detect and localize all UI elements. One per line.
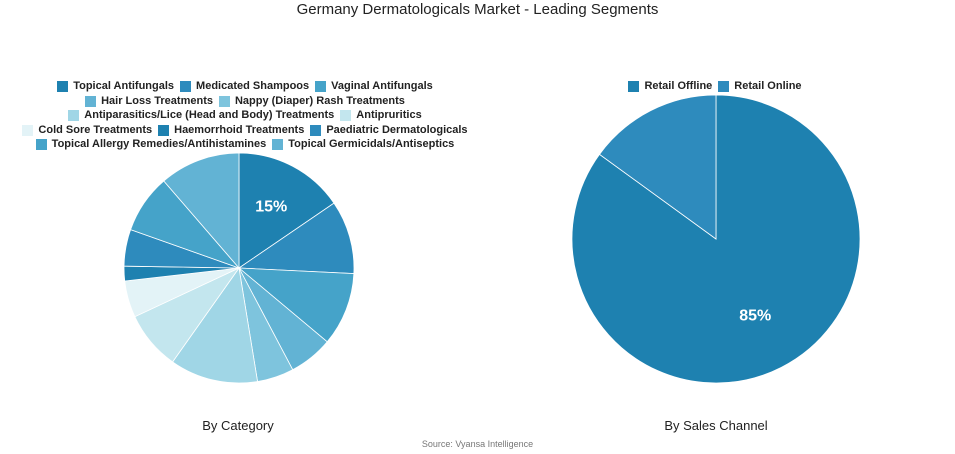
legend-label: Haemorrhoid Treatments	[174, 123, 305, 136]
legend-label: Retail Online	[734, 80, 802, 92]
legend-label: Antiparasitics/Lice (Head and Body) Trea…	[84, 109, 335, 121]
data-label-topical-antifungals: 15%	[255, 198, 287, 215]
legend-swatch	[315, 81, 327, 93]
pie-slice-vaginal-antifungals	[237, 267, 355, 343]
legend-label: Cold Sore Treatments	[38, 123, 153, 136]
legend-swatch	[340, 110, 352, 122]
legend-swatch	[310, 124, 322, 136]
legend-item-haemorrhoid-treatments: Haemorrhoid Treatments	[158, 124, 304, 138]
category-pie: 15%	[123, 152, 355, 384]
legend-item-hair-loss-treatments: Hair Loss Treatments	[85, 95, 213, 109]
pie-slice-antiparasitics-lice-head-and-body-treatments	[172, 266, 258, 384]
legend-label: Hair Loss Treatments	[101, 94, 213, 107]
legend-item-medicated-shampoos: Medicated Shampoos	[180, 80, 309, 94]
legend-swatch	[272, 139, 284, 151]
pie-slice-topical-germicidals-antiseptics	[163, 152, 240, 270]
legend-item-retail-offline: Retail Offline	[628, 80, 712, 94]
legend-swatch	[57, 81, 69, 93]
pie-slice-medicated-shampoos	[237, 202, 355, 274]
legend-item-topical-germicidals-antiseptics: Topical Germicidals/Antiseptics	[272, 138, 454, 152]
legend-item-retail-online: Retail Online	[718, 80, 802, 94]
legend-item-nappy-diaper-rash-treatments: Nappy (Diaper) Rash Treatments	[218, 94, 405, 109]
legend-item-topical-antifungals: Topical Antifungals	[57, 80, 174, 94]
pie-slice-topical-antifungals	[238, 152, 335, 269]
source-note: Source: Vyansa Intelligence	[421, 439, 534, 449]
legend-swatch	[158, 124, 170, 136]
legend-item-paediatric-dermatologicals: Paediatric Dermatologicals	[310, 123, 468, 138]
legend-label: Topical Antifungals	[73, 80, 175, 92]
legend-label: Medicated Shampoos	[196, 80, 310, 92]
legend-swatch	[68, 110, 80, 122]
legend-item-topical-allergy-remedies-antihistamines: Topical Allergy Remedies/Antihistamines	[35, 138, 267, 152]
legend-swatch	[218, 95, 230, 107]
legend-swatch	[35, 139, 47, 151]
legend-item-vaginal-antifungals: Vaginal Antifungals	[315, 80, 433, 94]
sales-channel-pie-subtitle: By Sales Channel	[664, 418, 768, 433]
legend-label: Topical Germicidals/Antiseptics	[288, 138, 455, 150]
category-pie-subtitle: By Category	[202, 418, 274, 433]
category-legend: Topical Antifungals Medicated Shampoos Vag…	[10, 80, 480, 152]
legend-label: Topical Allergy Remedies/Antihistamines	[51, 138, 267, 150]
legend-item-antiparasitics-lice-head-and-body-treatments: Antiparasitics/Lice (Head and Body) Trea…	[68, 109, 334, 123]
pie-slice-retail-online	[598, 94, 717, 240]
sales-channel-legend: Retail Offline Retail Online	[560, 80, 870, 94]
legend-swatch	[628, 81, 640, 93]
chart-title: Germany Dermatologicals Market - Leading…	[296, 1, 659, 18]
legend-label: Nappy (Diaper) Rash Treatments	[234, 94, 405, 107]
legend-swatch	[718, 81, 730, 93]
legend-item-antipruritics: Antipruritics	[340, 109, 422, 123]
legend-label: Paediatric Dermatologicals	[326, 123, 468, 136]
sales-channel-pie: 85%	[571, 94, 861, 384]
legend-swatch	[22, 124, 34, 136]
legend-swatch	[85, 95, 97, 107]
legend-label: Vaginal Antifungals	[331, 80, 433, 92]
legend-swatch	[180, 81, 192, 93]
legend-label: Retail Offline	[644, 80, 713, 92]
legend-item-cold-sore-treatments: Cold Sore Treatments	[22, 124, 152, 138]
data-label-retail-offline: 85%	[739, 307, 771, 324]
legend-label: Antipruritics	[356, 109, 422, 121]
